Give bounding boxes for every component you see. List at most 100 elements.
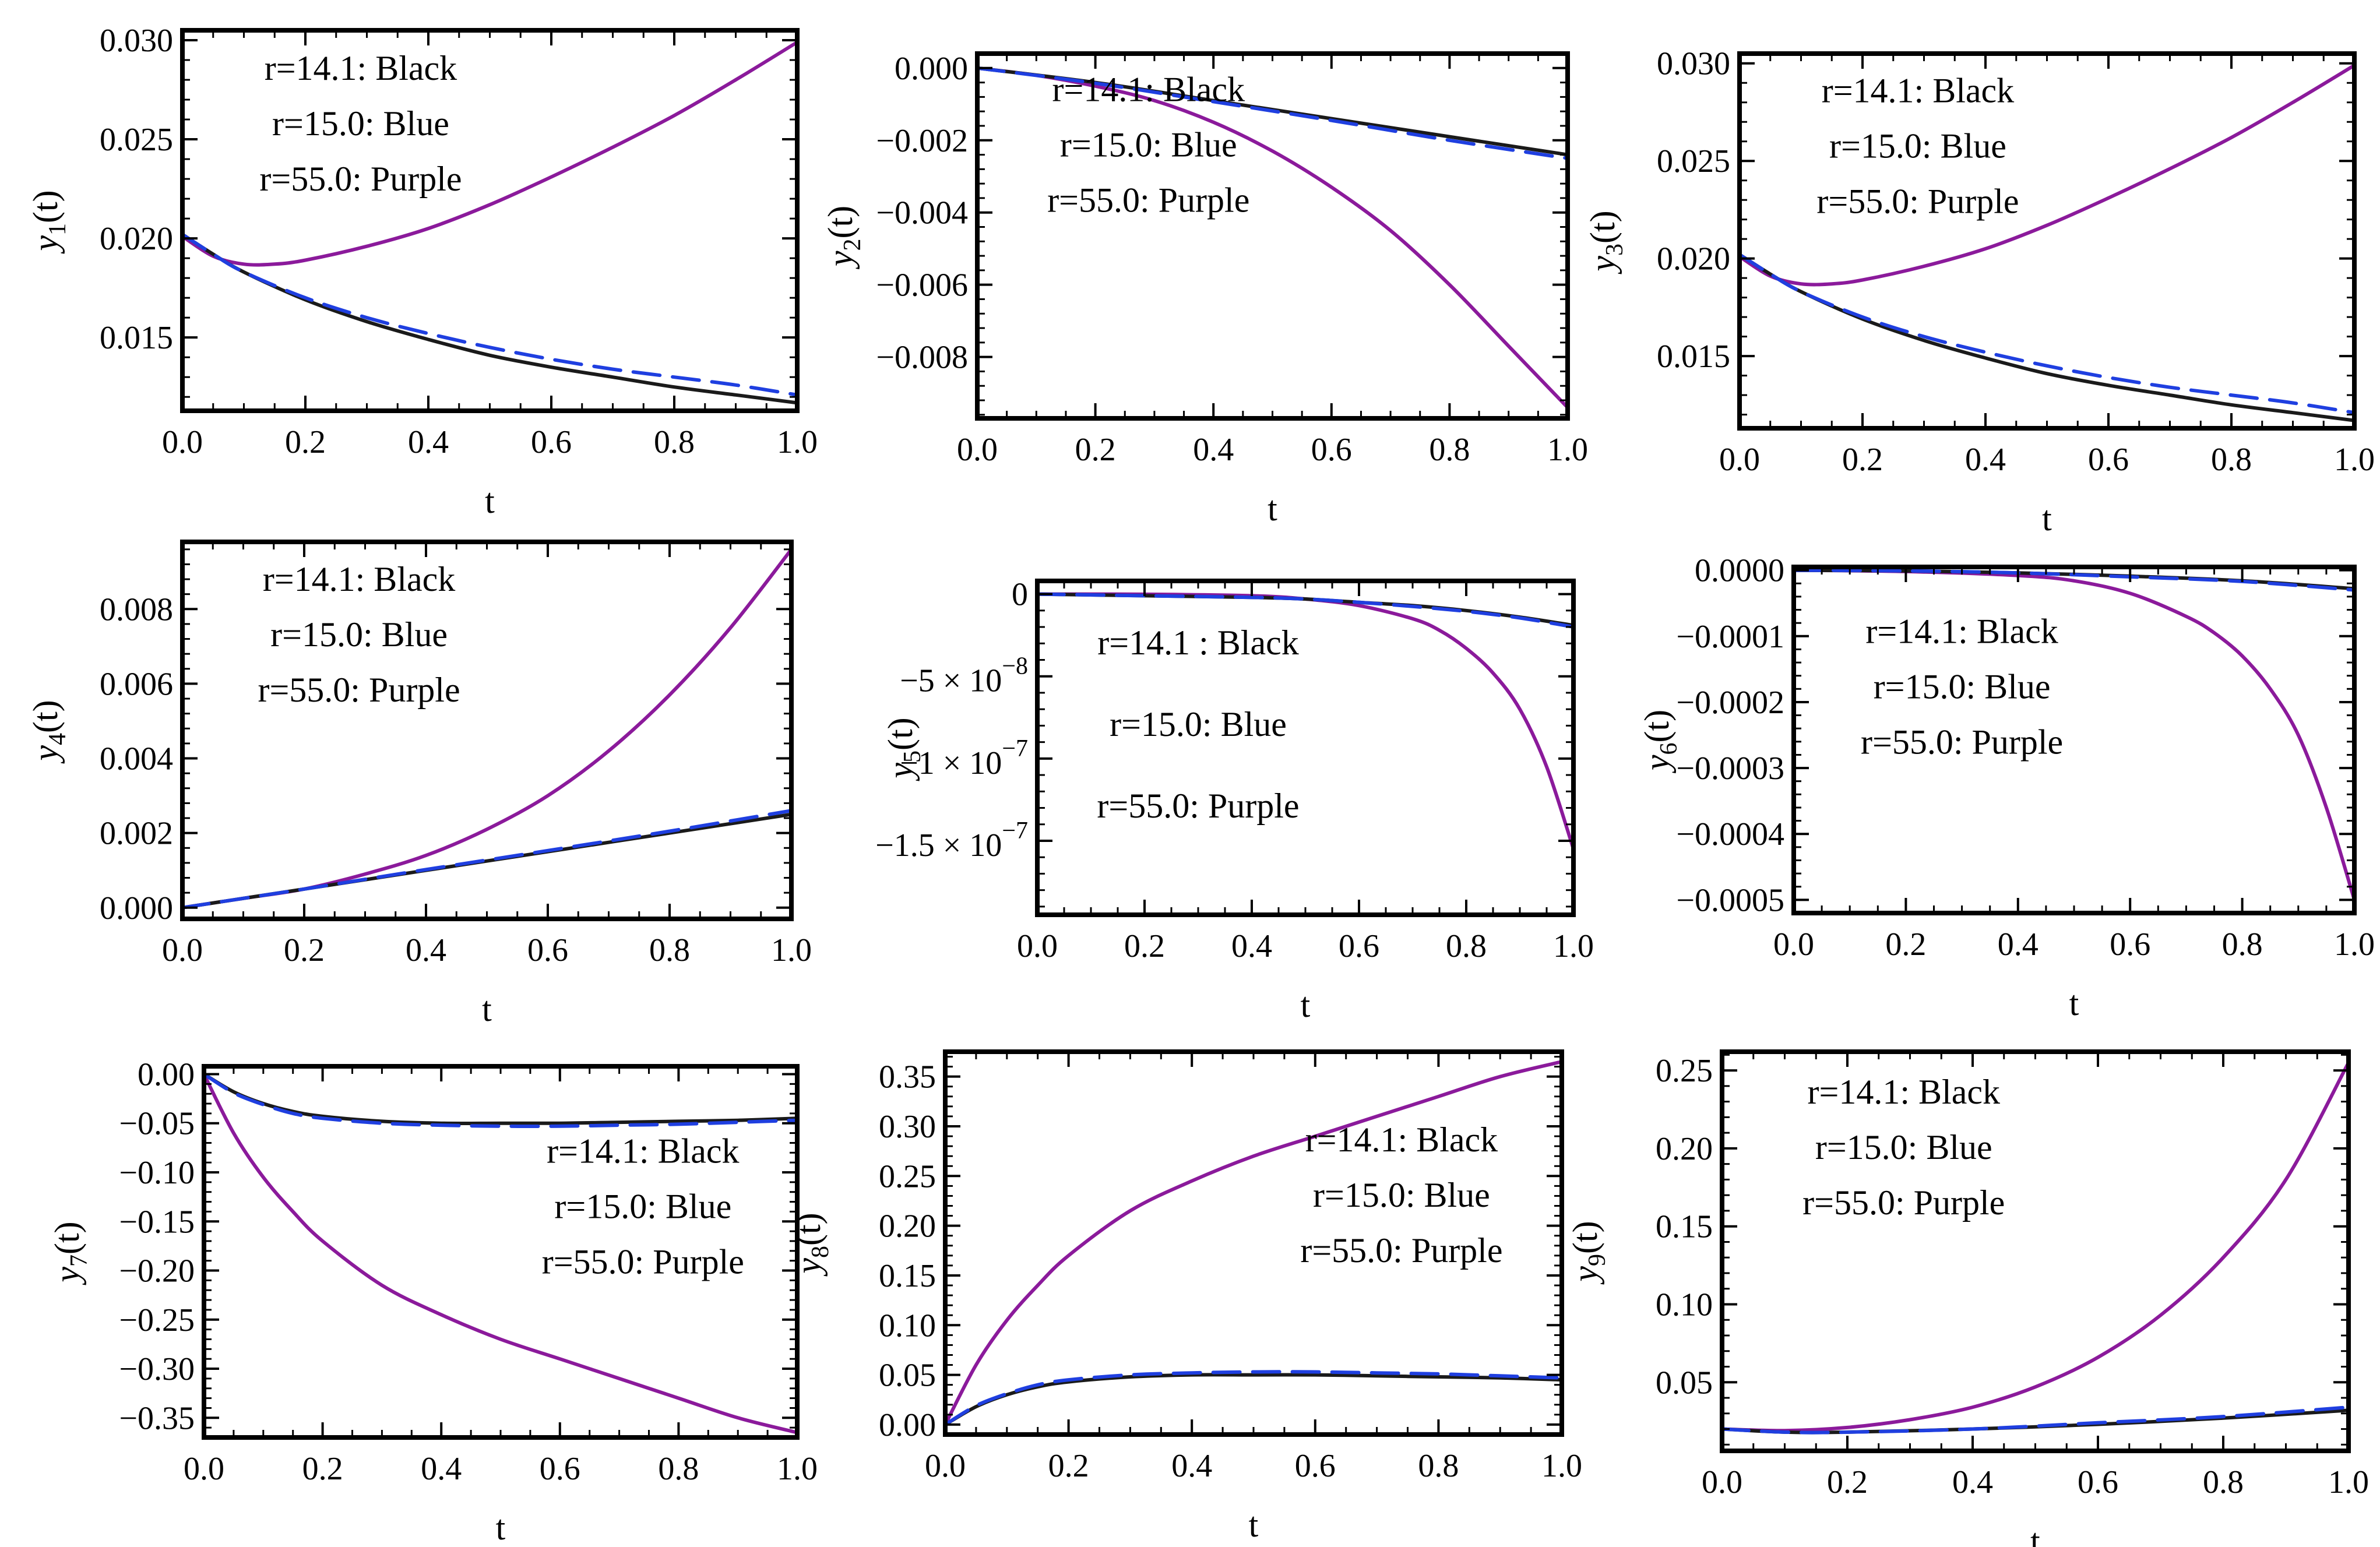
- legend-entry: r=55.0: Purple: [1097, 787, 1299, 825]
- series-group: [945, 1060, 1562, 1426]
- y-label-tail: (t): [1566, 1221, 1604, 1254]
- y-tick-exponent: −7: [1002, 735, 1028, 762]
- y-tick-label: −0.004: [876, 195, 968, 231]
- y-tick-label: 0.10: [1656, 1287, 1713, 1323]
- y-tick-label: −0.30: [119, 1351, 195, 1387]
- x-tick-label: 0.4: [1998, 926, 2039, 963]
- y-tick-label: 0.006: [100, 666, 173, 702]
- x-tick-label: 0.2: [285, 424, 326, 460]
- legend-entry: r=55.0: Purple: [258, 671, 460, 709]
- series-group: [977, 66, 1568, 410]
- x-axis-label: t: [1301, 986, 1311, 1024]
- x-tick-label: 1.0: [2334, 926, 2375, 963]
- series-line-purple: [204, 1072, 797, 1435]
- chart-y2: 0.0 0.2 0.4 0.6 0.8 1.0 0.000 −0.002 −0.004 −0.00…: [821, 51, 1588, 528]
- x-tick-label: 0.8: [2211, 442, 2252, 478]
- legend-entry: r=55.0: Purple: [1802, 1183, 2005, 1222]
- y-axis-label: y7(t): [48, 1221, 93, 1285]
- x-tick-label: 0.8: [649, 932, 690, 968]
- x-tick-label: 0.6: [2078, 1464, 2118, 1500]
- x-tick-label: 0.2: [1827, 1464, 1868, 1500]
- series-line-blue: [1794, 568, 2354, 592]
- y-tick-label: −1.5 × 10−7: [875, 817, 1028, 864]
- series-line-purple: [182, 547, 791, 910]
- x-tick-label: 1.0: [2328, 1464, 2369, 1500]
- y-label-subscript: 1: [44, 223, 71, 235]
- y-label-subscript: 7: [66, 1254, 93, 1267]
- y-tick-label: 0.05: [1656, 1365, 1713, 1401]
- y-axis-label: y2(t): [821, 206, 866, 270]
- series-line-purple: [945, 1060, 1562, 1426]
- y-tick-exponent: −7: [1002, 817, 1028, 844]
- x-tick-label: 0.0: [184, 1451, 224, 1487]
- y-tick-label: 0.25: [879, 1158, 936, 1194]
- y-label-tail: (t): [881, 717, 920, 750]
- x-tick-label: 0.2: [302, 1451, 343, 1487]
- y-tick-exponent: −8: [1002, 653, 1028, 680]
- y-label-tail: (t): [1638, 710, 1676, 743]
- x-tick-label: 0.6: [531, 424, 572, 460]
- y-tick-label: 0.0000: [1695, 553, 1784, 589]
- y-label-tail: (t): [48, 1221, 86, 1254]
- y-tick-label: −0.35: [119, 1400, 195, 1436]
- chart-y9: 0.0 0.2 0.4 0.6 0.8 1.0 0.05 0.10 0.15 0.20 0.25 t y…: [1566, 1049, 2369, 1547]
- y-label-base: y: [48, 1267, 86, 1286]
- legend-entry: r=14.1: Black: [1808, 1073, 2000, 1111]
- y-label-subscript: 8: [807, 1246, 834, 1258]
- legend-entry: r=55.0: Purple: [259, 160, 462, 198]
- x-tick-label: 0.8: [2203, 1464, 2244, 1500]
- legend-entry: r=14.1: Black: [1865, 612, 2058, 651]
- x-axis-label: t: [2042, 499, 2052, 538]
- x-axis-label: t: [1249, 1506, 1259, 1544]
- y-tick-label: 0.008: [100, 591, 173, 628]
- y-tick-label: −0.006: [876, 267, 968, 304]
- x-axis-label: t: [482, 990, 492, 1028]
- chart-y6: 0.0 0.2 0.4 0.6 0.8 1.0 0.0000 −0.0001 −0.0002 −0…: [1638, 553, 2375, 1023]
- y-tick-label: 0.020: [100, 221, 173, 257]
- x-tick-label: 0.2: [1124, 928, 1165, 964]
- x-axis-label: t: [1268, 489, 1277, 528]
- y-axis-label: y4(t): [26, 700, 71, 764]
- series-line-black: [945, 1373, 1562, 1426]
- x-tick-label: 0.2: [1075, 432, 1116, 468]
- y-tick-label: 0.25: [1656, 1053, 1713, 1089]
- legend-entry: r=15.0: Blue: [1815, 1128, 1992, 1167]
- y-tick-label: −0.25: [119, 1302, 195, 1338]
- chart-y3: 0.0 0.2 0.4 0.6 0.8 1.0 0.015 0.020 0.025 0.030 t y…: [1583, 46, 2375, 538]
- series-line-blue: [182, 809, 791, 910]
- series-line-blue: [977, 66, 1568, 160]
- series-line-purple: [182, 40, 797, 267]
- y-tick-label: −0.0001: [1676, 619, 1784, 655]
- y-tick-label: −0.0003: [1676, 750, 1784, 787]
- legend-entry: r=14.1: Black: [263, 560, 455, 598]
- legend-entry: r=55.0: Purple: [1047, 181, 1249, 219]
- x-tick-label: 1.0: [2334, 442, 2375, 478]
- y-tick-label: −5 × 10−8: [900, 653, 1028, 699]
- y-tick-label: 0.025: [100, 122, 173, 158]
- y-tick-label: −0.0005: [1676, 882, 1784, 918]
- y-tick-label: −0.008: [876, 340, 968, 376]
- y-axis-label: y5(t): [881, 717, 926, 781]
- legend-entry: r=15.0: Blue: [1313, 1176, 1490, 1214]
- y-label-subscript: 3: [1601, 244, 1628, 256]
- y-tick-label: −0.002: [876, 123, 968, 159]
- legend-entry: r=15.0: Blue: [272, 104, 449, 143]
- y-tick-label: −0.05: [119, 1106, 195, 1142]
- y-tick-label: −1 × 10−7: [900, 735, 1028, 781]
- y-tick-label: 0.000: [100, 890, 173, 926]
- x-tick-label: 0.0: [162, 932, 203, 968]
- y-tick-label: 0.000: [895, 51, 968, 87]
- x-tick-label: 0.4: [1965, 442, 2006, 478]
- x-tick-label: 0.4: [406, 932, 446, 968]
- y-tick-label: 0.00: [879, 1407, 936, 1443]
- series-line-black: [1740, 252, 2354, 422]
- x-tick-label: 0.6: [2088, 442, 2129, 478]
- series-group: [1037, 592, 1573, 851]
- x-tick-label: 1.0: [777, 1451, 818, 1487]
- x-axis-label: t: [2069, 984, 2079, 1023]
- legend-entry: r=55.0: Purple: [542, 1243, 744, 1281]
- x-tick-label: 0.8: [1429, 432, 1470, 468]
- y-tick-label: 0.002: [100, 816, 173, 852]
- x-tick-label: 1.0: [777, 424, 818, 460]
